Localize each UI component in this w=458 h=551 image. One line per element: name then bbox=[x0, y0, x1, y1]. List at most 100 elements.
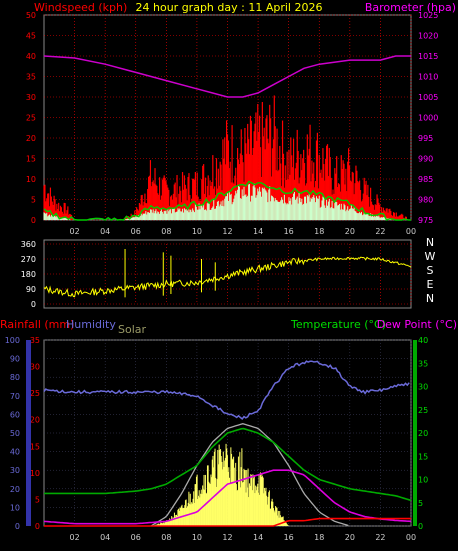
barometer-line bbox=[43, 55, 411, 98]
compass-label: S bbox=[427, 264, 434, 277]
climate-x-tick: 06 bbox=[131, 533, 141, 542]
temperature-label: Temperature (°C) bbox=[290, 318, 386, 331]
wind-left-tick: 40 bbox=[26, 52, 36, 61]
baro-right-tick: 1010 bbox=[418, 73, 438, 82]
wind-x-tick: 16 bbox=[284, 227, 294, 236]
wind-left-tick: 0 bbox=[31, 216, 36, 225]
wind-x-tick: 22 bbox=[375, 227, 385, 236]
climate-x-tick: 08 bbox=[161, 533, 171, 542]
baro-right-tick: 1005 bbox=[418, 93, 438, 102]
temp-tick: 0 bbox=[418, 522, 423, 531]
humidity-tick: 70 bbox=[10, 392, 20, 401]
avg-wind-line bbox=[43, 180, 412, 221]
wind-x-tick: 18 bbox=[314, 227, 324, 236]
wind-left-tick: 5 bbox=[31, 196, 36, 205]
compass-label: N bbox=[426, 236, 434, 249]
temp-tick: 10 bbox=[418, 476, 428, 485]
dir-left-tick: 360 bbox=[21, 240, 36, 249]
wind-left-tick: 45 bbox=[26, 32, 36, 41]
baro-right-tick: 1000 bbox=[418, 114, 438, 123]
climate-x-tick: 04 bbox=[100, 533, 110, 542]
baro-right-tick: 985 bbox=[418, 175, 433, 184]
humidity-tick: 10 bbox=[10, 503, 20, 512]
baro-right-tick: 1015 bbox=[418, 52, 438, 61]
dir-left-tick: 270 bbox=[21, 255, 36, 264]
rain-tick: 35 bbox=[30, 336, 40, 345]
climate-x-tick: 12 bbox=[222, 533, 232, 542]
temp-tick: 35 bbox=[418, 359, 428, 368]
baro-right-tick: 995 bbox=[418, 134, 433, 143]
wind-x-tick: 00 bbox=[406, 227, 416, 236]
temp-tick: 15 bbox=[418, 452, 428, 461]
rain-tick: 30 bbox=[30, 363, 40, 372]
climate-x-tick: 22 bbox=[375, 533, 385, 542]
windspeed-title: Windspeed (kph) bbox=[34, 1, 127, 14]
humidity-tick: 30 bbox=[10, 466, 20, 475]
graph-title: 24 hour graph day : 11 April 2026 bbox=[136, 1, 323, 14]
direction-line bbox=[43, 256, 412, 298]
temp-tick: 20 bbox=[418, 429, 428, 438]
rain-tick: 15 bbox=[30, 442, 40, 451]
humidity-tick: 90 bbox=[10, 355, 20, 364]
rainfall-line bbox=[44, 517, 411, 527]
wind-left-tick: 35 bbox=[26, 73, 36, 82]
rain-tick: 0 bbox=[35, 522, 40, 531]
dewpoint-line bbox=[43, 469, 412, 525]
climate-x-tick: 16 bbox=[284, 533, 294, 542]
baro-right-tick: 990 bbox=[418, 155, 433, 164]
climate-x-tick: 10 bbox=[192, 533, 202, 542]
humidity-tick: 40 bbox=[10, 448, 20, 457]
wind-x-tick: 10 bbox=[192, 227, 202, 236]
temp-tick: 25 bbox=[418, 406, 428, 415]
rain-tick: 5 bbox=[35, 495, 40, 504]
humidity-tick: 0 bbox=[15, 522, 20, 531]
humidity-tick: 100 bbox=[5, 336, 20, 345]
compass-label: W bbox=[425, 250, 436, 263]
wind-left-tick: 20 bbox=[26, 134, 36, 143]
temperature-line bbox=[44, 427, 412, 502]
rainfall-label: Rainfall (mm) bbox=[0, 318, 74, 331]
humidity-axis-bar bbox=[26, 340, 31, 526]
dir-left-tick: 0 bbox=[31, 300, 36, 309]
wind-x-tick: 20 bbox=[345, 227, 355, 236]
climate-x-tick: 02 bbox=[69, 533, 79, 542]
wind-x-tick: 04 bbox=[100, 227, 110, 236]
wind-x-tick: 12 bbox=[222, 227, 232, 236]
climate-chart: 0102030405060708090100051015202530350510… bbox=[5, 336, 428, 542]
rain-tick: 25 bbox=[30, 389, 40, 398]
dir-left-tick: 90 bbox=[26, 285, 36, 294]
rain-tick: 20 bbox=[30, 416, 40, 425]
wind-left-tick: 15 bbox=[26, 155, 36, 164]
humidity-tick: 60 bbox=[10, 410, 20, 419]
wind-left-tick: 25 bbox=[26, 114, 36, 123]
wind-x-tick: 06 bbox=[131, 227, 141, 236]
baro-right-tick: 1020 bbox=[418, 32, 438, 41]
wind-x-tick: 02 bbox=[69, 227, 79, 236]
humidity-tick: 80 bbox=[10, 373, 20, 382]
compass-label: E bbox=[427, 278, 434, 291]
baro-right-tick: 980 bbox=[418, 196, 433, 205]
solar-label: Solar bbox=[118, 323, 147, 336]
temp-tick: 40 bbox=[418, 336, 428, 345]
humidity-tick: 20 bbox=[10, 485, 20, 494]
wind-left-tick: 10 bbox=[26, 175, 36, 184]
climate-x-tick: 00 bbox=[406, 533, 416, 542]
humidity-line bbox=[43, 360, 410, 420]
baro-right-tick: 975 bbox=[418, 216, 433, 225]
dewpoint-label: Dew Point (°C) bbox=[377, 318, 457, 331]
wind-x-tick: 14 bbox=[253, 227, 263, 236]
dir-left-tick: 180 bbox=[21, 270, 36, 279]
wind-chart: 0510152025303540455097598098599099510001… bbox=[26, 11, 439, 236]
solar-max-line bbox=[150, 423, 349, 527]
climate-x-tick: 14 bbox=[253, 533, 263, 542]
compass-label: N bbox=[426, 292, 434, 305]
wind-x-tick: 08 bbox=[161, 227, 171, 236]
temp-axis-bar bbox=[413, 340, 417, 526]
temp-tick: 5 bbox=[418, 499, 423, 508]
baro-right-tick: 1025 bbox=[418, 11, 438, 20]
climate-x-tick: 18 bbox=[314, 533, 324, 542]
humidity-label: Humidity bbox=[66, 318, 116, 331]
wind-left-tick: 30 bbox=[26, 93, 36, 102]
temp-tick: 30 bbox=[418, 383, 428, 392]
